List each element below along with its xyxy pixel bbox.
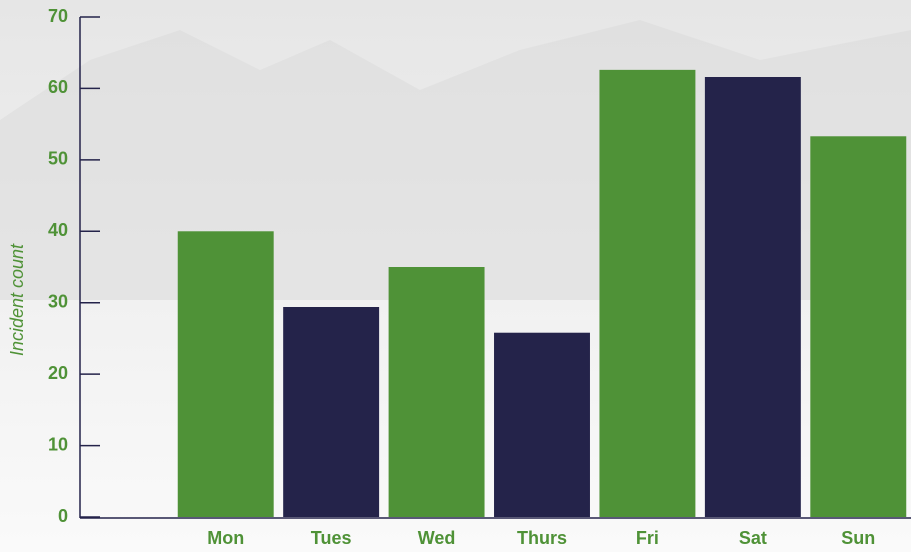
y-axis-label: Incident count — [7, 243, 27, 356]
x-tick-label: Thurs — [517, 528, 567, 548]
x-tick-label: Wed — [418, 528, 456, 548]
y-tick-label: 50 — [48, 149, 68, 169]
bar — [283, 307, 380, 517]
y-tick-label: 70 — [48, 6, 68, 26]
bar — [494, 332, 590, 517]
bar — [599, 69, 696, 517]
y-tick-label: 10 — [48, 434, 68, 454]
y-tick-label: 60 — [48, 77, 68, 97]
y-tick-label: 0 — [58, 506, 68, 526]
bar — [177, 231, 274, 518]
x-tick-label: Mon — [207, 528, 244, 548]
y-tick-label: 20 — [48, 363, 68, 383]
bar — [704, 77, 801, 517]
y-tick-label: 40 — [48, 220, 68, 240]
bar — [388, 267, 485, 517]
y-tick-label: 30 — [48, 291, 68, 311]
x-tick-label: Sun — [841, 528, 875, 548]
bar — [810, 136, 907, 518]
x-tick-label: Fri — [636, 528, 659, 548]
x-tick-label: Tues — [311, 528, 352, 548]
x-tick-label: Sat — [739, 528, 767, 548]
